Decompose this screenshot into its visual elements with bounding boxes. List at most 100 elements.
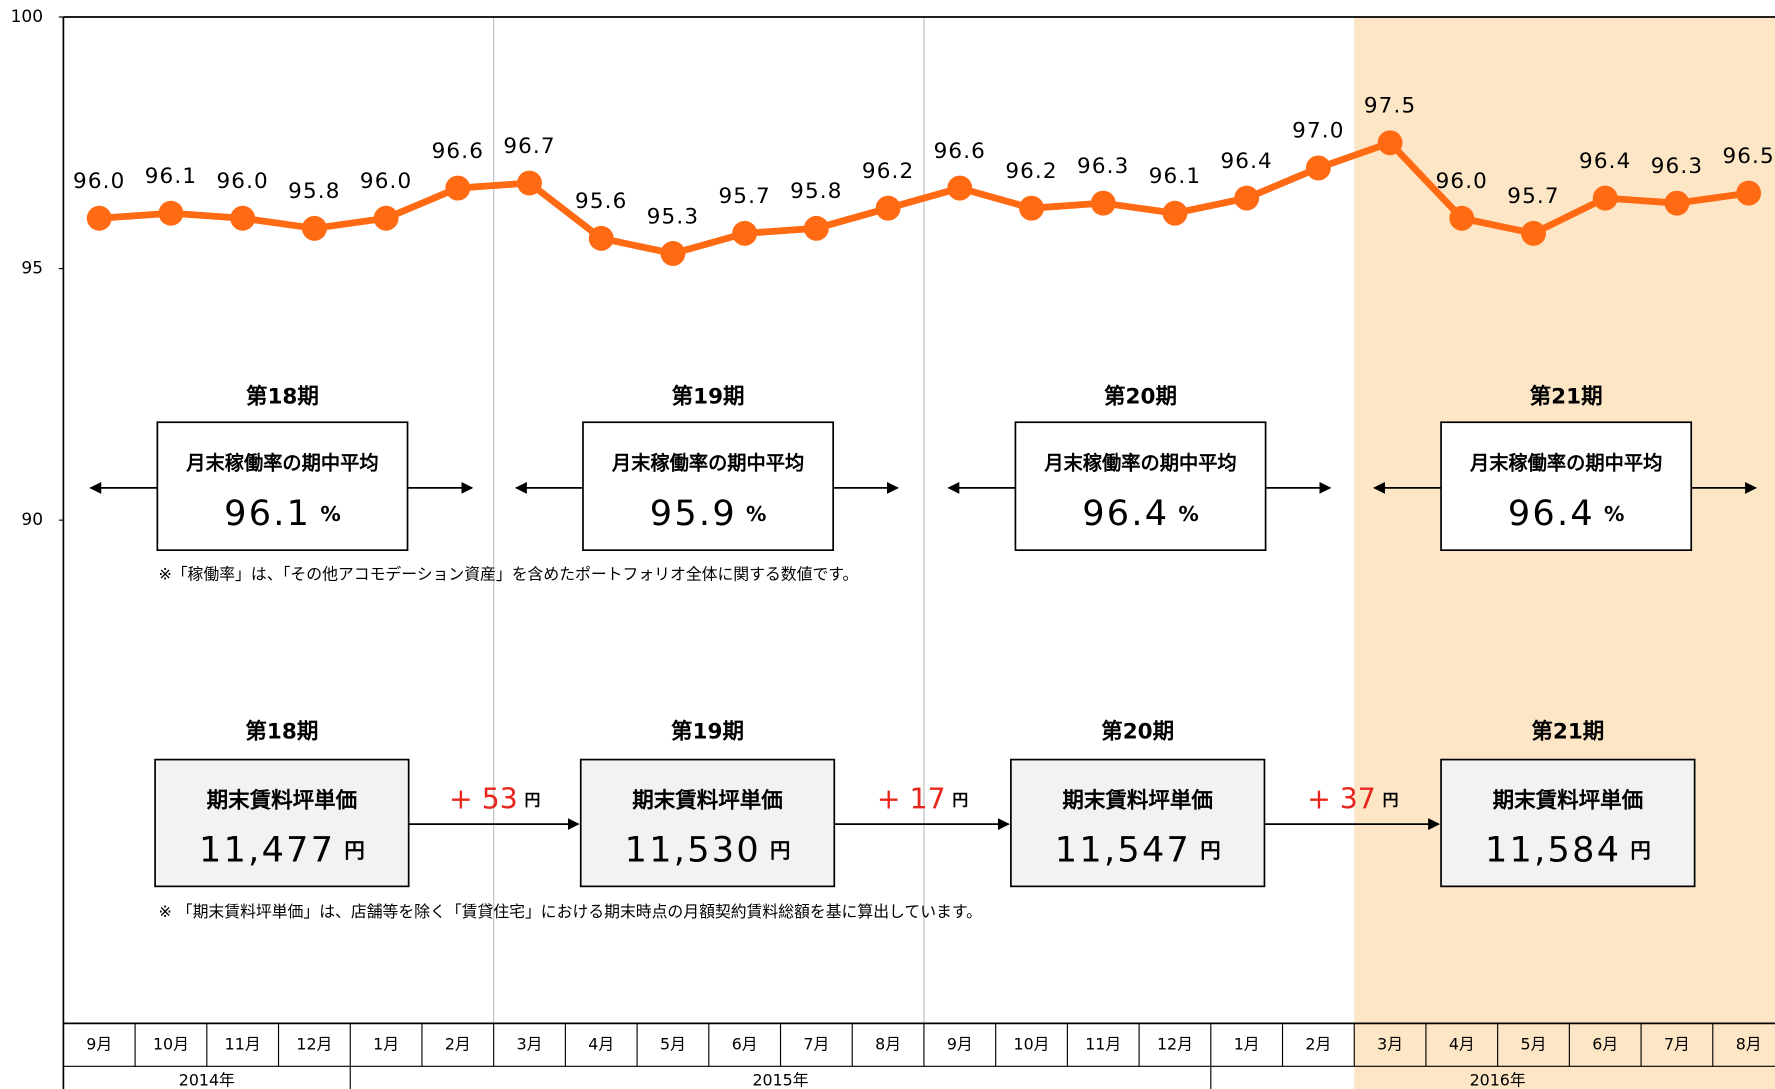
rent-number: 11,530 — [625, 829, 761, 870]
occupancy-box — [582, 421, 835, 552]
period-title: 第19期 — [672, 383, 745, 409]
x-tick-label: 8月 — [875, 1034, 901, 1053]
increment-unit: 円 — [1383, 790, 1399, 809]
rent-value: 11,547 円 — [1055, 829, 1221, 870]
x-tick-label: 7月 — [1664, 1034, 1690, 1053]
increment: + 37 円 — [1307, 782, 1398, 815]
point — [445, 175, 471, 201]
increment: + 17 円 — [877, 782, 968, 815]
period-title: 第18期 — [246, 383, 319, 409]
point — [517, 170, 542, 196]
data-label: 96.6 — [934, 139, 986, 164]
x-tick-label: 3月 — [1377, 1034, 1403, 1053]
rent-label: 期末賃料坪単価 — [207, 787, 358, 813]
occupancy-label: 月末稼働率の期中平均 — [1043, 452, 1236, 475]
rent-value: 11,477 円 — [199, 829, 365, 870]
point — [158, 200, 184, 226]
data-label: 96.7 — [503, 134, 555, 159]
rent-unit: 円 — [1630, 838, 1650, 862]
data-label: 95.7 — [1507, 184, 1559, 209]
x-tick-label: 5月 — [660, 1034, 686, 1053]
x-tick-label: 2月 — [445, 1034, 471, 1053]
x-tick-label: 4月 — [1449, 1034, 1475, 1053]
x-tick-label: 12月 — [1157, 1034, 1193, 1053]
point — [1234, 185, 1260, 211]
x-tick-label: 7月 — [803, 1034, 829, 1053]
rent-unit: 円 — [1200, 838, 1220, 862]
x-tick-label: 11月 — [1085, 1034, 1121, 1053]
point — [1090, 190, 1116, 216]
period-title: 第20期 — [1104, 383, 1177, 409]
background-layer — [492, 16, 1775, 1089]
data-label: 96.0 — [1436, 169, 1488, 194]
increment-unit: 円 — [952, 790, 968, 809]
occupancy-box — [1440, 421, 1693, 552]
point — [1305, 155, 1331, 181]
rent-box — [579, 758, 836, 888]
rent-note: ※ 「期末賃料坪単価」は、店舗等を除く「賃貸住宅」における期末時点の月額契約賃料… — [158, 902, 981, 921]
x-tick-label: 6月 — [732, 1034, 758, 1053]
rent-box — [154, 758, 410, 888]
year-label: 2016年 — [1470, 1071, 1526, 1089]
period-title: 第21期 — [1531, 718, 1604, 744]
increment-value: + 37 — [1307, 782, 1376, 815]
occupancy-unit: % — [1604, 502, 1624, 526]
data-label: 95.3 — [647, 204, 699, 229]
data-label: 95.8 — [790, 179, 842, 204]
point — [732, 220, 758, 246]
y-tick-label: 100 — [11, 7, 43, 27]
period-title: 第20期 — [1101, 718, 1174, 744]
data-label: 96.1 — [145, 164, 197, 189]
rent-unit: 円 — [344, 838, 364, 862]
data-label: 96.0 — [216, 169, 268, 194]
data-label: 97.5 — [1364, 94, 1416, 119]
occupancy-value: 96.1% — [224, 493, 341, 534]
x-tick-label: 9月 — [947, 1034, 973, 1053]
occupancy-box — [1014, 421, 1267, 552]
data-label: 95.6 — [575, 189, 627, 214]
point — [947, 175, 973, 201]
rent-box — [1010, 758, 1266, 888]
data-label: 96.4 — [1220, 149, 1272, 174]
increment-value: + 53 — [449, 782, 518, 815]
rent-number: 11,477 — [199, 829, 335, 870]
occupancy-label: 月末稼働率の期中平均 — [611, 452, 804, 475]
year-label: 2015年 — [752, 1071, 808, 1089]
occupancy-number: 96.4 — [1082, 493, 1169, 534]
data-label: 96.5 — [1722, 144, 1774, 169]
occupancy-unit: % — [320, 502, 340, 526]
data-label: 96.3 — [1077, 154, 1129, 179]
data-label: 96.1 — [1149, 164, 1201, 189]
increment-unit: 円 — [525, 790, 541, 809]
data-label: 96.6 — [432, 139, 484, 164]
occupancy-note: ※「稼働率」は、「その他アコモデーション資産」を含めたポートフォリオ全体に関する… — [158, 565, 858, 584]
period-title: 第21期 — [1530, 383, 1603, 409]
occupancy-label: 月末稼働率の期中平均 — [1469, 452, 1662, 475]
year-label: 2014年 — [179, 1071, 235, 1089]
occupancy-unit: % — [1178, 502, 1198, 526]
point — [803, 215, 829, 241]
point — [1449, 205, 1475, 231]
x-tick-label: 10月 — [1014, 1034, 1050, 1053]
data-label: 96.3 — [1651, 154, 1703, 179]
point — [301, 215, 327, 241]
point — [588, 225, 614, 251]
point — [875, 195, 901, 221]
point — [1019, 195, 1044, 221]
y-tick-label: 90 — [21, 510, 43, 530]
data-label: 96.4 — [1579, 149, 1631, 174]
occupancy-value: 96.4% — [1508, 493, 1625, 534]
occupancy-value: 96.4% — [1082, 493, 1199, 534]
data-label: 96.0 — [360, 169, 412, 194]
occupancy-unit: % — [746, 502, 766, 526]
occupancy-value: 95.9% — [650, 493, 767, 534]
data-label: 95.7 — [718, 184, 770, 209]
x-tick-label: 8月 — [1736, 1034, 1762, 1053]
point — [230, 205, 256, 231]
point — [1736, 180, 1762, 206]
rent-number: 11,584 — [1485, 829, 1621, 870]
highlight-region — [1354, 16, 1775, 1089]
occupancy-number: 95.9 — [650, 493, 737, 534]
x-tick-label: 5月 — [1521, 1034, 1547, 1053]
